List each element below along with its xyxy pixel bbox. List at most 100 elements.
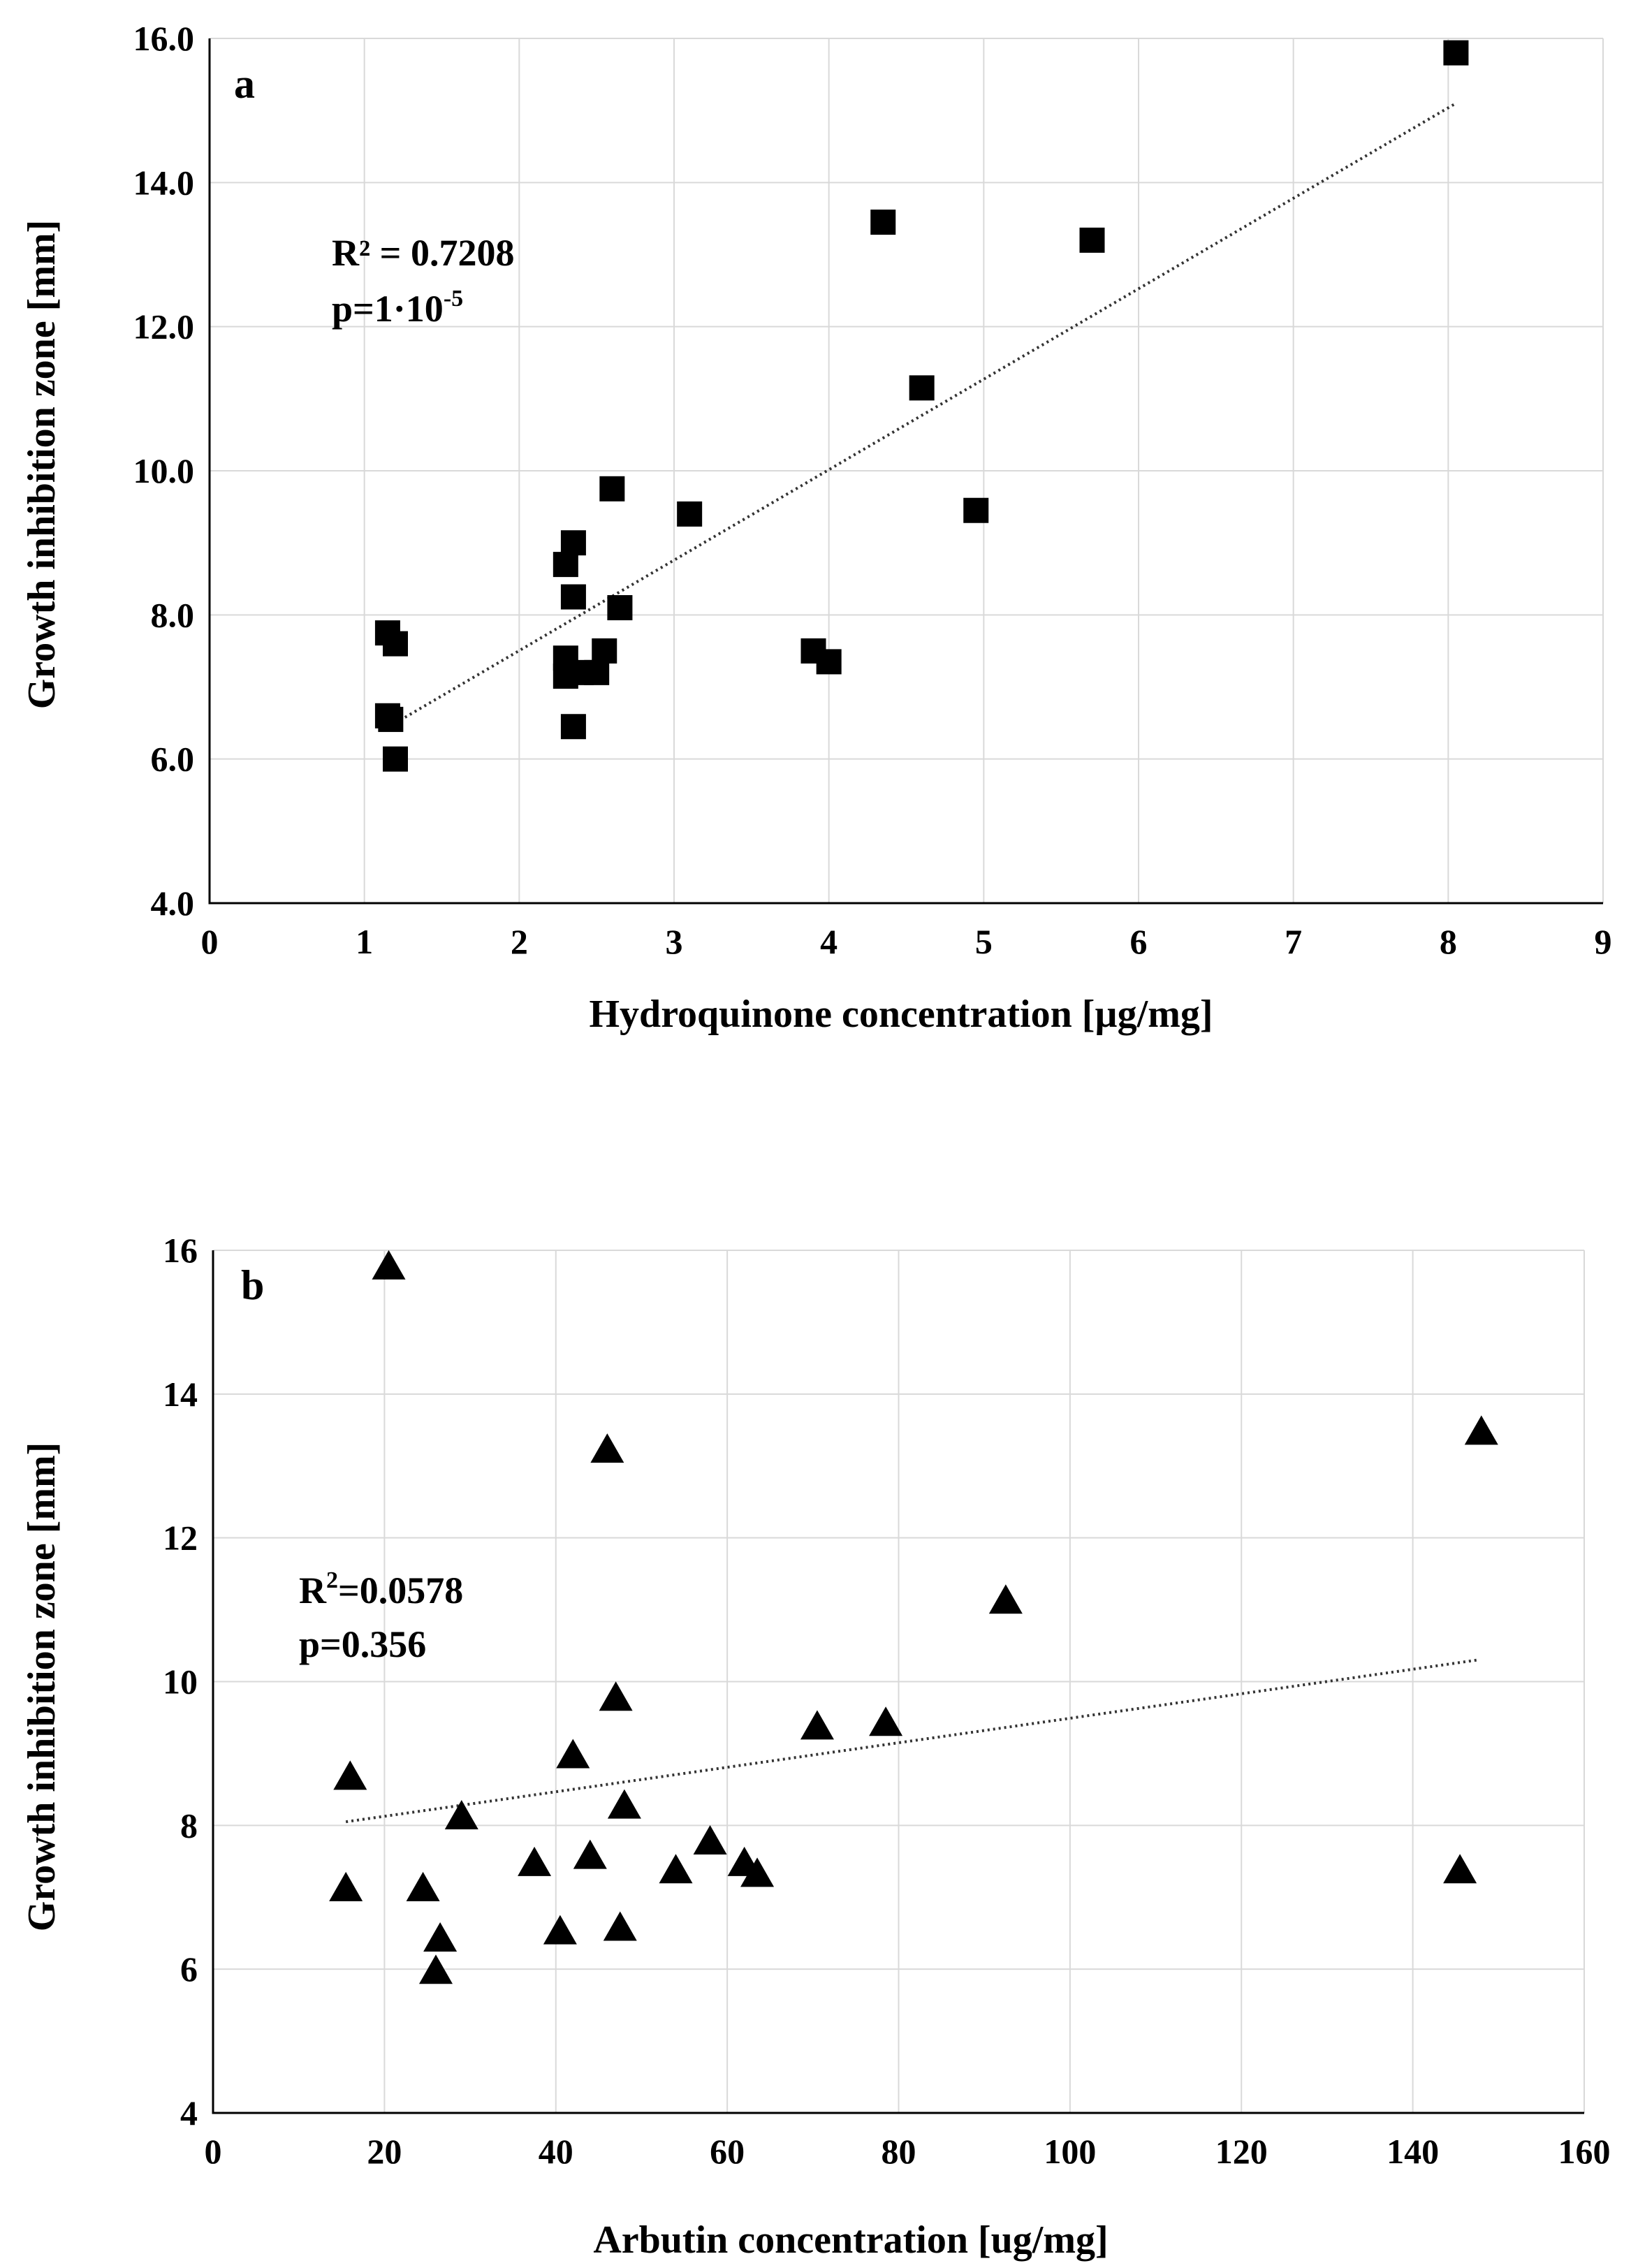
panel-b-triangle-marker bbox=[543, 1915, 577, 1945]
panel-a-label: a bbox=[234, 61, 255, 107]
panel-b-x-tick-label: 160 bbox=[1558, 2132, 1611, 2171]
panel-b-r2-annotation: R2=0.0578 bbox=[299, 1567, 463, 1611]
panel-b-x-tick-label: 40 bbox=[539, 2132, 573, 2171]
panel-b-triangle-marker bbox=[518, 1846, 552, 1876]
panel-b-triangle-marker bbox=[406, 1871, 440, 1901]
panel-a-x-tick-label: 3 bbox=[666, 922, 683, 961]
panel-b-triangle-marker bbox=[869, 1706, 903, 1736]
panel-b-x-tick-label: 80 bbox=[882, 2132, 916, 2171]
panel-a-square-marker bbox=[599, 476, 625, 502]
panel-b-triangle-marker bbox=[333, 1760, 367, 1790]
panel-b-y-tick-label: 4 bbox=[180, 2093, 198, 2132]
panel-b-triangle-marker bbox=[599, 1681, 633, 1711]
panel-b-points bbox=[329, 1250, 1498, 1984]
panel-b-triangle-marker bbox=[603, 1911, 637, 1941]
panel-b-x-tick-label: 60 bbox=[710, 2132, 745, 2171]
panel-b-y-tick-label: 6 bbox=[180, 1949, 198, 1989]
panel-a-r2-annotation: R² = 0.7208 bbox=[332, 232, 514, 274]
panel-a-x-tick-label: 6 bbox=[1130, 922, 1148, 961]
panel-a-x-tick-label: 2 bbox=[511, 922, 528, 961]
panel-a-square-marker bbox=[592, 638, 617, 664]
panel-a-trendline bbox=[394, 102, 1457, 724]
panel-b-triangle-marker bbox=[556, 1739, 590, 1769]
panel-b-r2-value: =0.0578 bbox=[338, 1570, 463, 1611]
panel-a: 4.0 6.0 8.0 10.0 12.0 14.0 16.0 0 1 2 3 4 5 6 7 8 9 a R… bbox=[20, 19, 1612, 1036]
panel-a-square-marker bbox=[378, 706, 404, 732]
panel-a-x-tick-label: 8 bbox=[1440, 922, 1457, 961]
panel-a-x-tick-label: 0 bbox=[201, 922, 219, 961]
panel-b-r2-base: R bbox=[299, 1570, 327, 1611]
panel-b-y-tick-label: 14 bbox=[163, 1375, 198, 1414]
panel-b-r2-exponent: 2 bbox=[326, 1567, 338, 1593]
panel-a-y-tick-labels: 4.0 6.0 8.0 10.0 12.0 14.0 16.0 bbox=[133, 19, 195, 923]
panel-b-triangle-marker bbox=[423, 1922, 458, 1952]
panel-a-x-tick-label: 4 bbox=[820, 922, 838, 961]
panel-a-y-tick-label: 8.0 bbox=[151, 595, 195, 634]
panel-a-y-tick-label: 12.0 bbox=[133, 307, 195, 346]
panel-b-triangle-marker bbox=[573, 1839, 607, 1869]
panel-b-x-axis-title: Arbutin concentration [ug/mg] bbox=[593, 2218, 1108, 2262]
panel-b-triangle-marker bbox=[1443, 1854, 1477, 1884]
panel-b-triangle-marker bbox=[1464, 1415, 1498, 1445]
panel-b-y-tick-label: 12 bbox=[163, 1519, 198, 1558]
panel-b-y-tick-label: 16 bbox=[163, 1231, 198, 1270]
panel-a-x-tick-label: 1 bbox=[356, 922, 373, 961]
panel-a-square-marker bbox=[607, 595, 633, 621]
panel-a-gridlines bbox=[210, 38, 1604, 903]
panel-b-triangle-marker bbox=[659, 1854, 693, 1884]
panel-b-triangle-marker bbox=[693, 1825, 727, 1855]
panel-b-triangle-marker bbox=[988, 1584, 1023, 1614]
panel-a-square-marker bbox=[816, 649, 842, 675]
panel-a-y-tick-label: 14.0 bbox=[133, 163, 195, 202]
panel-a-square-marker bbox=[584, 659, 610, 685]
panel-a-square-marker bbox=[553, 552, 578, 578]
panel-a-square-marker bbox=[963, 497, 989, 523]
panel-a-points bbox=[374, 40, 1469, 772]
panel-a-y-tick-label: 16.0 bbox=[133, 19, 195, 58]
panel-a-square-marker bbox=[677, 501, 703, 527]
panel-a-y-axis-title: Growth inhibition zone [mm] bbox=[20, 220, 64, 710]
panel-a-square-marker bbox=[909, 375, 935, 401]
panel-a-square-marker bbox=[1079, 227, 1105, 253]
panel-b: 4 6 8 10 12 14 16 0 20 40 60 80 100 120 140 160 b R2=0… bbox=[20, 1231, 1611, 2262]
panel-a-square-marker bbox=[560, 530, 586, 556]
panel-b-triangle-marker bbox=[418, 1954, 453, 1984]
panel-b-x-tick-label: 140 bbox=[1387, 2132, 1439, 2171]
panel-b-trendline bbox=[345, 1658, 1477, 1824]
panel-a-square-marker bbox=[560, 584, 586, 610]
panel-a-square-marker bbox=[383, 631, 408, 657]
panel-b-y-tick-label: 10 bbox=[163, 1662, 198, 1702]
panel-a-x-tick-label: 7 bbox=[1285, 922, 1302, 961]
panel-b-x-tick-label: 20 bbox=[367, 2132, 402, 2171]
panel-b-triangle-marker bbox=[372, 1250, 406, 1280]
panel-b-triangle-marker bbox=[329, 1871, 363, 1901]
panel-a-y-tick-label: 6.0 bbox=[151, 740, 195, 779]
panel-b-label: b bbox=[241, 1262, 264, 1308]
panel-b-x-tick-labels: 0 20 40 60 80 100 120 140 160 bbox=[205, 2132, 1611, 2171]
panel-b-x-tick-label: 120 bbox=[1215, 2132, 1268, 2171]
panel-b-triangle-marker bbox=[590, 1433, 624, 1463]
panel-a-axes bbox=[208, 38, 1603, 905]
panel-b-triangle-marker bbox=[607, 1789, 641, 1819]
panel-a-p-exponent: -5 bbox=[444, 286, 463, 312]
panel-a-square-marker bbox=[870, 210, 896, 235]
panel-b-gridlines bbox=[213, 1250, 1585, 2113]
panel-a-y-tick-label: 4.0 bbox=[151, 884, 195, 923]
panel-a-square-marker bbox=[1443, 40, 1469, 66]
panel-a-x-tick-label: 5 bbox=[975, 922, 993, 961]
panel-a-x-tick-label: 9 bbox=[1595, 922, 1612, 961]
panel-a-x-tick-labels: 0 1 2 3 4 5 6 7 8 9 bbox=[201, 922, 1612, 961]
panel-b-axes bbox=[212, 1250, 1584, 2114]
panel-a-square-marker bbox=[560, 714, 586, 740]
panel-b-y-axis-title: Growth inhibition zone [mm] bbox=[20, 1442, 64, 1932]
panel-a-p-base: p=1·10 bbox=[332, 288, 444, 330]
panel-b-y-tick-label: 8 bbox=[180, 1806, 198, 1845]
panel-b-triangle-marker bbox=[740, 1857, 775, 1887]
panel-b-triangle-marker bbox=[800, 1710, 834, 1740]
panel-b-x-tick-label: 100 bbox=[1044, 2132, 1096, 2171]
panel-a-square-marker bbox=[383, 746, 408, 772]
panel-a-y-tick-label: 10.0 bbox=[133, 451, 195, 490]
panel-b-triangle-marker bbox=[444, 1800, 478, 1830]
panel-b-y-tick-labels: 4 6 8 10 12 14 16 bbox=[163, 1231, 198, 2132]
